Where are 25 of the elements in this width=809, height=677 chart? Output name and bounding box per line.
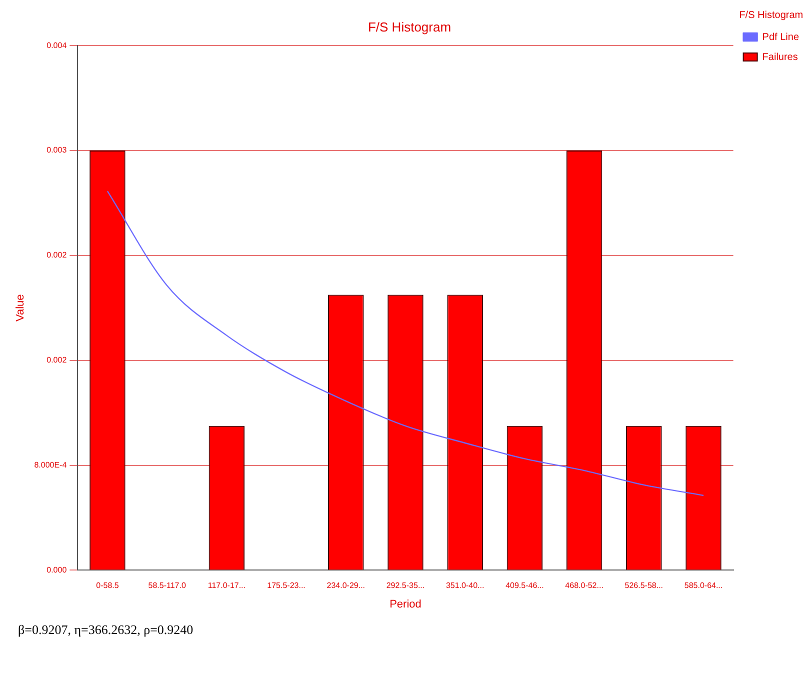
- legend-title: F/S Histogram: [739, 10, 804, 21]
- text: β=0.9207, η=366.2632, ρ=0.9240: [18, 622, 194, 638]
- legend-label: Failures: [762, 52, 798, 63]
- y-tick-label: 0.002: [46, 356, 68, 365]
- x-tick-label: 58.5-117.0: [148, 581, 186, 590]
- x-tick-label: 468.0-52...: [565, 581, 604, 590]
- y-tick-label: 0.003: [46, 146, 68, 155]
- x-tick-label: 117.0-17...: [208, 581, 246, 590]
- x-tick-label: 175.5-23...: [267, 581, 306, 590]
- x-tick-label: 526.5-58...: [624, 581, 664, 590]
- x-axis-title: Period: [390, 598, 422, 610]
- y-tick-label: 0.004: [46, 40, 68, 50]
- x-tick-label: 351.0-40...: [446, 581, 484, 590]
- y-tick-label: 0.000: [46, 565, 68, 574]
- x-tick-label: 234.0-29...: [326, 581, 366, 590]
- x-tick-label: 409.5-46...: [506, 581, 544, 590]
- line-series: [106, 190, 704, 496]
- x-tick-label: 292.5-35...: [386, 581, 425, 590]
- y-tick-label: 8.000E-4: [34, 460, 68, 470]
- y-tick-label: 0.002: [46, 250, 68, 260]
- y-axis-title: Value: [14, 294, 27, 322]
- legend-label: Pdf Line: [762, 32, 800, 43]
- chart-title: F/S Histogram: [368, 19, 452, 34]
- x-tick-label: 0-58.5: [96, 581, 120, 590]
- x-tick-label: 585.0-64...: [684, 581, 723, 590]
